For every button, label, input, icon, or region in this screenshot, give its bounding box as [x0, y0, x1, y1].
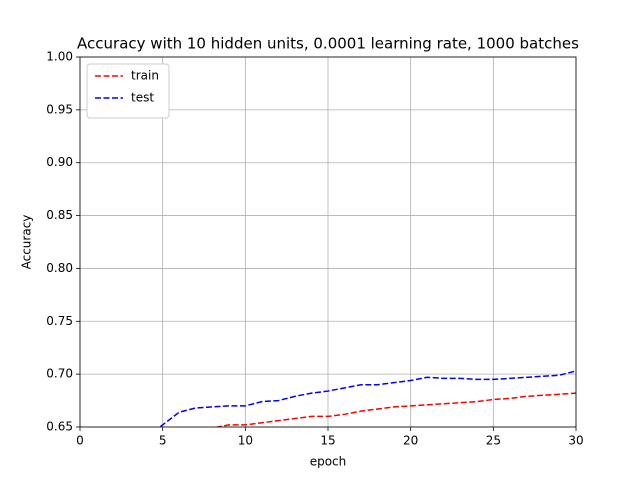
- y-tick-label: 0.85: [46, 208, 73, 222]
- x-axis-label: epoch: [310, 455, 347, 469]
- legend-label: test: [131, 91, 154, 105]
- y-tick-label: 0.90: [46, 155, 73, 169]
- x-tick-label: 10: [238, 434, 253, 448]
- x-tick-label: 25: [486, 434, 501, 448]
- plot-area: [158, 370, 576, 427]
- y-tick-label: 0.75: [46, 314, 73, 328]
- x-tick-label: 20: [403, 434, 418, 448]
- y-tick-label: 0.70: [46, 367, 73, 381]
- y-tick-label: 0.95: [46, 102, 73, 116]
- legend-label: train: [131, 69, 159, 83]
- y-axis-label: Accuracy: [20, 215, 34, 270]
- x-tick-label: 30: [568, 434, 583, 448]
- data-line: [213, 392, 576, 427]
- y-tick-label: 0.80: [46, 261, 73, 275]
- x-tick-label: 15: [320, 434, 335, 448]
- y-tick-label: 1.00: [46, 50, 73, 64]
- data-line: [158, 370, 576, 427]
- chart-title: Accuracy with 10 hidden units, 0.0001 le…: [77, 35, 579, 53]
- plot-frame: [79, 56, 577, 428]
- legend-box: [86, 63, 170, 119]
- x-tick-label: 0: [76, 434, 84, 448]
- x-tick-label: 5: [159, 434, 167, 448]
- y-tick-label: 0.65: [46, 420, 73, 434]
